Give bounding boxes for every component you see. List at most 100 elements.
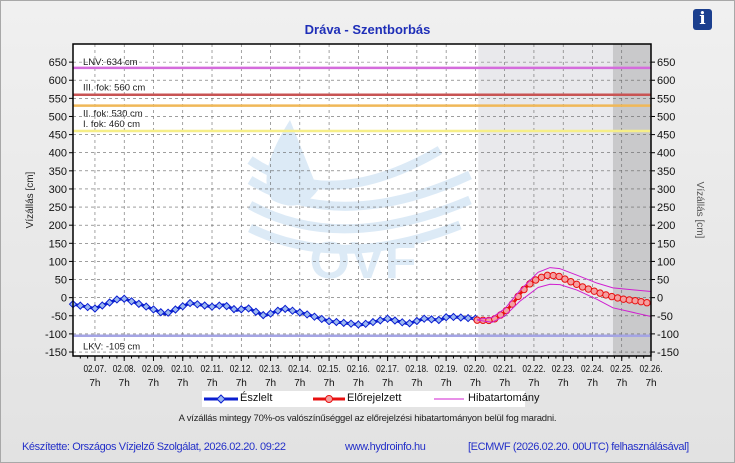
observed-point [398,318,407,327]
threshold-label: I. fok: 460 cm [83,119,140,130]
x-tick-date: 02.16. [347,364,370,375]
y-tick-label: -100 [45,329,67,341]
x-tick-date: 02.17. [376,364,399,375]
y-tick-label: -50 [51,311,67,323]
footer-model: [ECMWF (2026.02.20. 00UTC) felhasználásá… [468,441,689,453]
observed-point [405,319,414,328]
x-tick-date: 02.25. [610,364,633,375]
x-tick-hour: 7h [236,378,247,389]
observed-point [149,305,158,314]
ovf-logo-watermark: OVF [247,120,472,290]
y-tick-label-right: 300 [657,184,675,196]
observed-point [185,298,195,308]
observed-point [76,301,85,310]
x-tick-date: 02.11. [201,364,224,375]
y-tick-label: 250 [49,202,67,214]
observed-point [127,297,136,306]
probability-note: A vízállás mintegy 70%-os valószínűségge… [178,413,557,424]
y-tick-label-right: 100 [657,256,675,268]
y-tick-label: 450 [49,130,67,142]
y-tick-label: 300 [49,184,67,196]
chart-title: Dráva - Szentborbás [304,22,431,37]
observed-point [339,318,348,328]
watermark-wave [248,220,462,254]
y-tick-label: 200 [49,220,67,232]
threshold-label: LKV: -105 cm [83,342,140,353]
x-tick-hour: 7h [294,378,305,389]
y-tick-label-right: 200 [657,220,675,232]
observed-point [171,305,180,314]
y-tick-label-right: 500 [657,111,675,123]
observed-point [346,319,356,328]
forecast-point [531,276,540,284]
x-tick-hour: 7h [470,378,481,389]
observed-point [259,310,268,320]
watermark-wave [247,170,472,211]
footer-author: Készítette: Országos Vízjelző Szolgálat,… [22,441,286,453]
x-tick-hour: 7h [616,378,627,389]
observed-point [376,316,385,325]
y-tick-label-right: 600 [657,75,675,87]
info-icon[interactable]: i [693,9,712,30]
footer-website-link[interactable]: www.hydroinfo.hu [345,441,426,453]
x-tick-date: 02.14. [288,364,311,375]
threshold-label: II. fok: 530 cm [83,109,143,120]
y-tick-label-right: 550 [657,93,675,105]
y-tick-label: 0 [61,293,67,305]
observed-point [141,302,151,311]
x-tick-date: 02.10. [171,364,194,375]
observed-point [441,313,451,322]
observed-point [200,301,209,310]
forecast-point [613,294,622,302]
observed-point [215,301,224,310]
observed-point [105,298,114,307]
observed-point [383,314,392,323]
observed-point [434,315,444,325]
x-tick-date: 02.22. [522,364,545,375]
y-tick-label-right: 400 [657,148,675,160]
observed-point [449,312,458,322]
legend-swatch-observed [204,394,238,404]
forecast-point [637,297,645,306]
y-tick-label: 550 [49,93,67,105]
x-tick-hour: 7h [441,378,452,389]
x-tick-hour: 7h [528,378,539,389]
forecast-point [555,272,563,281]
legend-error-band: Hibatartomány [468,392,540,404]
x-tick-date: 02.19. [435,364,458,375]
observed-point [229,304,239,314]
observed-point [310,312,319,321]
x-tick-hour: 7h [558,378,569,389]
x-tick-hour: 7h [89,378,100,389]
legend-observed: Észlelt [240,392,273,404]
y-tick-label: 600 [49,75,67,87]
y-tick-label-right: -50 [657,311,673,323]
legend: Észlelt Előrejelzett Hibatartomány [202,391,540,407]
observed-point [273,306,283,315]
legend-swatch-forecast [313,395,345,403]
y-tick-label: 350 [49,166,67,178]
y-axis-label: Vízállás [cm] [25,171,36,228]
plot-border [72,43,652,357]
y-tick-label-right: 650 [657,57,675,69]
x-tick-hour: 7h [587,378,598,389]
x-tick-hour: 7h [645,378,656,389]
x-tick-hour: 7h [206,378,217,389]
x-tick-hour: 7h [148,378,159,389]
x-tick-date: 02.24. [581,364,604,375]
observed-point [295,308,305,317]
observed-point [266,309,275,318]
observed-point [112,295,122,304]
x-tick-date: 02.23. [552,364,575,375]
observed-point [288,306,297,315]
threshold-label: III. fok: 560 cm [83,83,145,94]
forecast-point [631,296,639,305]
x-tick-date: 02.26. [640,364,663,375]
observed-point [134,299,144,309]
y-tick-label: 50 [55,275,67,287]
x-tick-hour: 7h [353,378,364,389]
watermark-wave [247,146,443,190]
y-tick-label-right: 150 [657,238,675,250]
y-tick-label: 500 [49,111,67,123]
